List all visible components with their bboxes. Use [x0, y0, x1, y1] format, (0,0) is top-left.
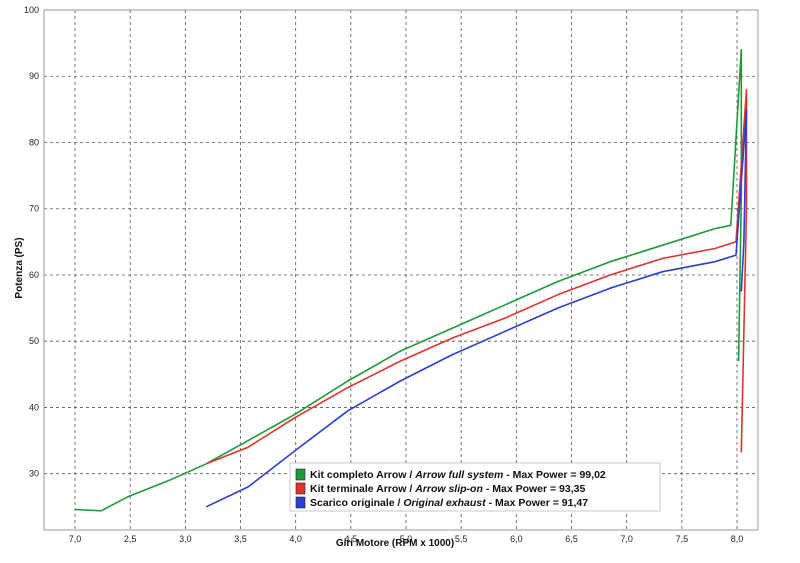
x-axis-label: Giri Motore (RPM x 1000)	[336, 538, 454, 549]
legend-swatch	[295, 496, 306, 509]
legend-entry: Kit completo Arrow / Arrow full system -…	[310, 469, 606, 481]
x-tick-label: 7,0	[69, 534, 82, 544]
series-line-3	[205, 108, 748, 508]
x-tick-label: 3,0	[179, 534, 192, 544]
y-tick-label: 100	[24, 5, 39, 15]
x-tick-label: 6,5	[565, 534, 578, 544]
x-tick-label: 7,0	[620, 534, 633, 544]
x-tick-label: 7,5	[676, 534, 689, 544]
y-tick-label: 90	[29, 71, 39, 81]
legend-swatch	[295, 468, 306, 481]
x-tick-label: 5,0	[400, 534, 413, 544]
plot-area-border	[43, 9, 759, 531]
tick-labels: 100 90 80 70 60 50 40 30 7,0 2,5 3,0 3,5 4,0 4,5 5,0 5,…	[24, 5, 743, 544]
legend: Kit completo Arrow / Arrow full system -…	[289, 462, 661, 512]
x-tick-label: 2,5	[124, 534, 137, 544]
grid	[44, 9, 758, 530]
legend-entry: Scarico originale / Original exhaust - M…	[310, 497, 588, 509]
legend-entry: Kit terminale Arrow / Arrow slip-on - Ma…	[310, 483, 585, 495]
series-line-2	[205, 88, 748, 465]
y-tick-label: 60	[29, 270, 39, 280]
y-tick-label: 70	[29, 204, 39, 214]
y-tick-label: 30	[29, 469, 39, 479]
series-layer	[74, 48, 748, 512]
x-tick-label: 8,0	[731, 534, 744, 544]
x-tick-label: 4,0	[289, 534, 302, 544]
x-tick-label: 3,5	[234, 534, 247, 544]
y-tick-label: 40	[29, 402, 39, 412]
legend-swatch	[295, 482, 306, 495]
y-axis-label: Potenza (PS)	[14, 237, 25, 298]
x-tick-label: 6,0	[510, 534, 523, 544]
series-line-1	[74, 48, 743, 512]
x-tick-label: 5,5	[455, 534, 468, 544]
y-tick-label: 50	[29, 336, 39, 346]
y-tick-label: 80	[29, 137, 39, 147]
legend-box	[289, 462, 661, 512]
x-tick-label: 4,5	[345, 534, 358, 544]
